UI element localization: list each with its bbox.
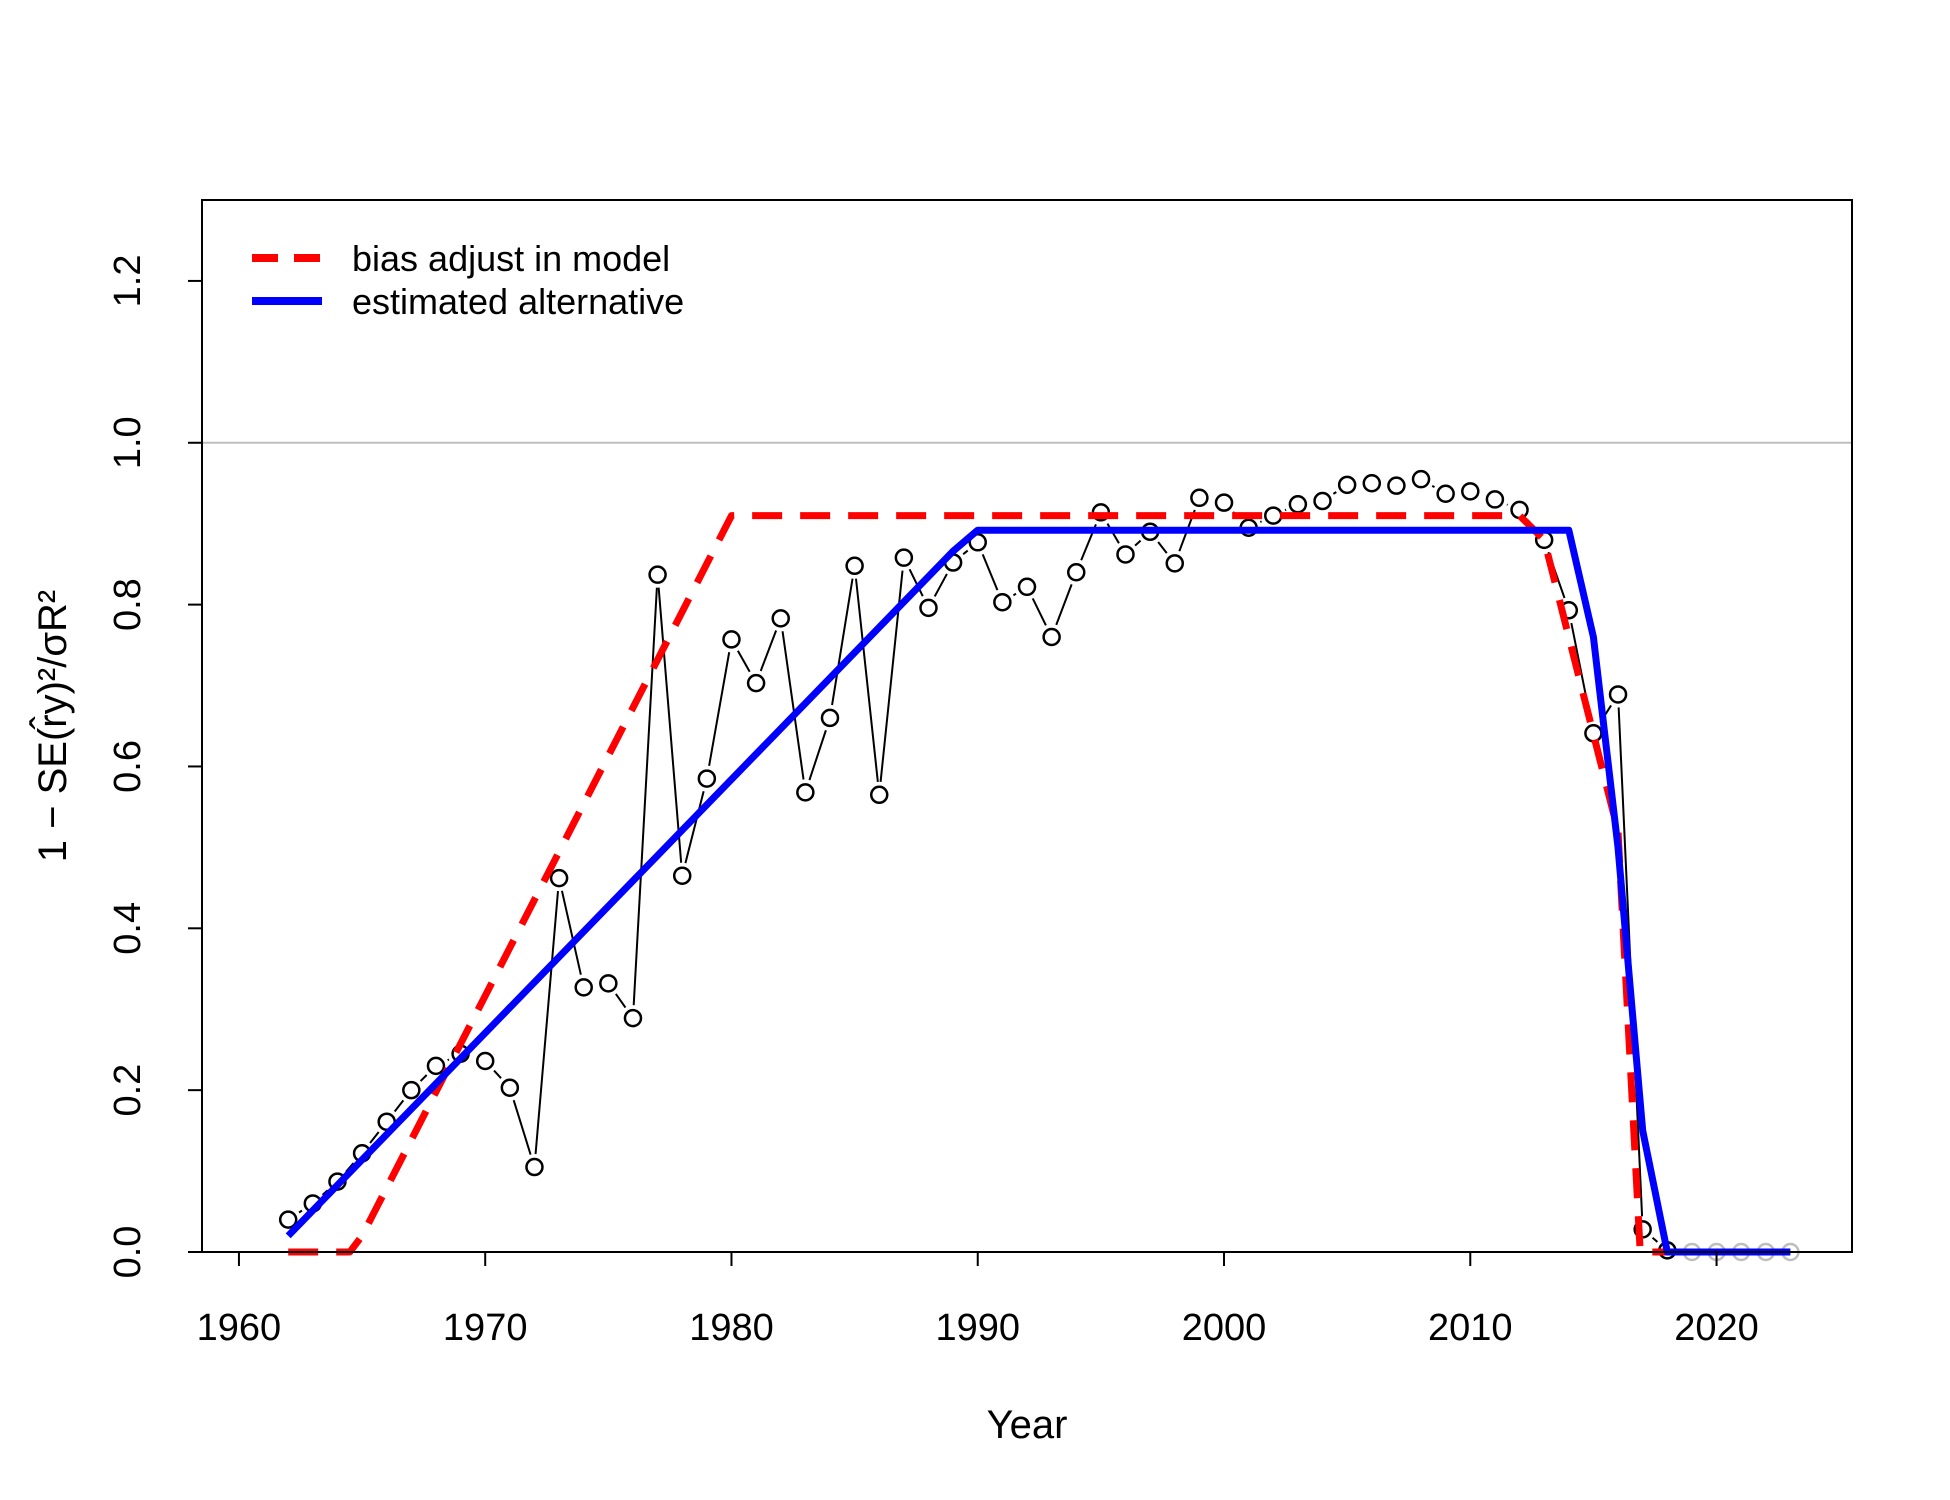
observed-point — [623, 1008, 643, 1028]
y-tick-label: 1.2 — [107, 255, 149, 308]
observed-connector — [393, 1099, 405, 1113]
observed-point — [869, 785, 889, 805]
observed-connector — [808, 729, 827, 781]
observed-connector — [1012, 592, 1017, 597]
observed-point — [500, 1078, 520, 1097]
observed-point — [993, 592, 1012, 612]
x-tick-label: 1960 — [197, 1307, 282, 1349]
observed-connector — [298, 1209, 303, 1214]
x-tick-label: 1980 — [689, 1307, 774, 1349]
observed-point — [697, 769, 717, 788]
observed-connector — [684, 790, 705, 864]
observed-point — [722, 630, 741, 649]
observed-point — [1362, 473, 1382, 493]
observed-connector — [419, 1074, 428, 1082]
observed-point — [771, 609, 790, 628]
observed-connector — [657, 587, 683, 863]
observed-connector — [447, 1058, 450, 1062]
observed-connector — [981, 553, 999, 591]
y-tick-label: 1.0 — [107, 416, 149, 469]
x-axis-title: Year — [987, 1403, 1068, 1447]
observed-point — [1165, 554, 1185, 573]
observed-connector — [1055, 584, 1073, 626]
axes: 1960 1970 1980 1990 2000 2010 2020 0.0 0.2 0.4 0.6… — [107, 255, 1759, 1349]
observed-connector — [1332, 491, 1337, 495]
observed-connector — [962, 549, 969, 556]
observed-connector — [908, 568, 924, 597]
observed-point — [1017, 577, 1037, 597]
observed-connector — [632, 587, 658, 1006]
observed-connector — [534, 891, 559, 1155]
observed-connector — [512, 1099, 532, 1155]
observed-point — [1387, 476, 1406, 495]
observed-point — [1436, 484, 1455, 504]
observed-connector — [1431, 484, 1435, 488]
x-tick-label: 2020 — [1674, 1307, 1759, 1349]
series-line-estimated-alternative — [285, 526, 1791, 1256]
observed-point — [599, 974, 618, 993]
observed-point — [648, 565, 667, 584]
observed-point — [402, 1080, 421, 1100]
legend-label-estimated-alternative: estimated alternative — [352, 281, 684, 322]
observed-point — [1313, 491, 1332, 511]
observed-point — [278, 1210, 298, 1229]
observed-point — [1608, 685, 1628, 704]
observed-connector — [1157, 541, 1168, 554]
y-axis-title: 1 − SE(r̂y)²/σR² — [29, 590, 75, 862]
observed-connector — [933, 573, 948, 597]
observed-point — [426, 1056, 446, 1076]
observed-connector — [1134, 539, 1142, 547]
observed-point — [1042, 627, 1061, 647]
x-tick-label: 1970 — [443, 1307, 528, 1349]
observed-connector — [369, 1131, 380, 1144]
observed-point — [574, 978, 593, 997]
observed-point — [1190, 488, 1209, 508]
observed-point — [525, 1157, 544, 1177]
observed-point — [894, 548, 914, 567]
observed-point — [549, 868, 569, 888]
observed-connector — [1031, 598, 1047, 626]
observed-point — [475, 1051, 495, 1071]
y-tick-label: 0.6 — [107, 740, 149, 793]
observed-point — [845, 556, 864, 576]
y-tick-label: 0.0 — [107, 1226, 149, 1279]
observed-point — [1214, 493, 1234, 512]
observed-connector — [493, 1069, 502, 1079]
x-tick-label: 1990 — [935, 1307, 1020, 1349]
observed-connector — [736, 650, 751, 673]
observed-connector — [781, 631, 805, 780]
x-tick-label: 2000 — [1182, 1307, 1267, 1349]
y-tick-label: 0.8 — [107, 578, 149, 631]
observed-point — [1337, 475, 1357, 495]
plot-marks — [202, 441, 1852, 1262]
observed-connector — [831, 578, 854, 706]
y-tick-label: 0.4 — [107, 902, 149, 955]
observed-point — [1411, 469, 1431, 489]
y-tick-label: 0.2 — [107, 1064, 149, 1117]
observed-connector — [615, 993, 627, 1009]
observed-connector — [1259, 520, 1263, 523]
legend: bias adjust in model estimated alternati… — [252, 238, 684, 322]
observed-point — [672, 866, 692, 885]
observed-point — [1485, 490, 1505, 509]
observed-connector — [855, 578, 879, 782]
observed-point — [1116, 545, 1135, 564]
observed-connector — [759, 630, 778, 672]
observed-point — [919, 598, 938, 618]
observed-connector — [1651, 1237, 1659, 1243]
x-tick-label: 2010 — [1428, 1307, 1513, 1349]
observed-connector — [560, 890, 582, 975]
observed-point — [1067, 562, 1086, 582]
observed-point — [796, 783, 815, 802]
observed-point — [1461, 482, 1480, 501]
observed-point — [746, 673, 766, 693]
observed-connector — [708, 652, 731, 766]
observed-point — [820, 708, 840, 728]
legend-label-bias-adjust: bias adjust in model — [352, 238, 670, 279]
